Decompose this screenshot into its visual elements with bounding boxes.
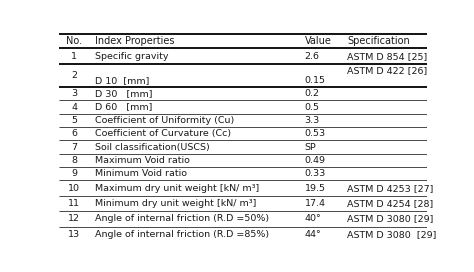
Text: ASTM D 4253 [27]: ASTM D 4253 [27] (347, 184, 433, 193)
Text: 44°: 44° (305, 230, 321, 239)
Text: D 60   [mm]: D 60 [mm] (95, 103, 153, 112)
Text: 0.5: 0.5 (305, 103, 319, 112)
Text: Maximum dry unit weight [kN/ m³]: Maximum dry unit weight [kN/ m³] (95, 184, 259, 193)
Text: 3: 3 (71, 89, 77, 98)
Text: Index Properties: Index Properties (95, 36, 175, 46)
Text: 0.53: 0.53 (305, 129, 326, 138)
Text: 4: 4 (71, 103, 77, 112)
Text: Coefficient of Uniformity (Cu): Coefficient of Uniformity (Cu) (95, 116, 235, 125)
Text: 8: 8 (71, 156, 77, 165)
Text: ASTM D 3080 [29]: ASTM D 3080 [29] (347, 215, 433, 224)
Text: 9: 9 (71, 169, 77, 178)
Text: 5: 5 (71, 116, 77, 125)
Text: ASTM D 3080  [29]: ASTM D 3080 [29] (347, 230, 436, 239)
Text: Value: Value (305, 36, 331, 46)
Text: ASTM D 4254 [28]: ASTM D 4254 [28] (347, 199, 433, 208)
Text: 3.3: 3.3 (305, 116, 320, 125)
Text: ASTM D 422 [26]: ASTM D 422 [26] (347, 66, 427, 75)
Text: 7: 7 (71, 143, 77, 152)
Text: 2.6: 2.6 (305, 52, 319, 61)
Text: 17.4: 17.4 (305, 199, 326, 208)
Text: Soil classification(USCS): Soil classification(USCS) (95, 143, 210, 152)
Text: Specification: Specification (347, 36, 410, 46)
Text: 0.33: 0.33 (305, 169, 326, 178)
Text: D 10  [mm]: D 10 [mm] (95, 76, 150, 85)
Text: No.: No. (66, 36, 82, 46)
Text: 1: 1 (71, 52, 77, 61)
Text: Coefficient of Curvature (Cc): Coefficient of Curvature (Cc) (95, 129, 231, 138)
Text: 11: 11 (68, 199, 80, 208)
Text: 0.2: 0.2 (305, 89, 319, 98)
Text: SP: SP (305, 143, 316, 152)
Text: 10: 10 (68, 184, 80, 193)
Text: 2: 2 (71, 71, 77, 80)
Text: Minimum Void ratio: Minimum Void ratio (95, 169, 187, 178)
Text: 19.5: 19.5 (305, 184, 326, 193)
Text: ASTM D 854 [25]: ASTM D 854 [25] (347, 52, 427, 61)
Text: Minimum dry unit weight [kN/ m³]: Minimum dry unit weight [kN/ m³] (95, 199, 256, 208)
Text: D 30   [mm]: D 30 [mm] (95, 89, 153, 98)
Text: 40°: 40° (305, 215, 321, 224)
Text: 0.15: 0.15 (305, 76, 326, 85)
Text: 12: 12 (68, 215, 80, 224)
Text: Angle of internal friction (R.D =85%): Angle of internal friction (R.D =85%) (95, 230, 269, 239)
Text: 0.49: 0.49 (305, 156, 326, 165)
Text: Angle of internal friction (R.D =50%): Angle of internal friction (R.D =50%) (95, 215, 269, 224)
Text: 13: 13 (68, 230, 80, 239)
Text: Maximum Void ratio: Maximum Void ratio (95, 156, 190, 165)
Text: Specific gravity: Specific gravity (95, 52, 169, 61)
Text: 6: 6 (71, 129, 77, 138)
